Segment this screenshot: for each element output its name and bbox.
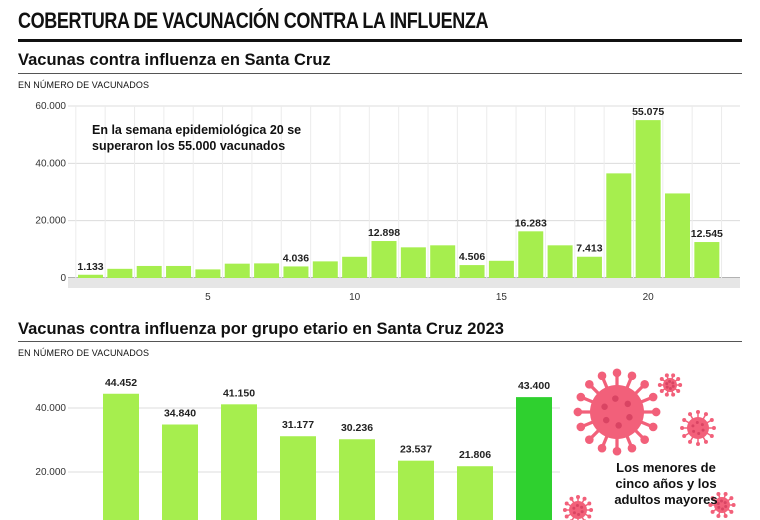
chart2-bar bbox=[516, 397, 552, 520]
chart1-data-label: 1.133 bbox=[77, 261, 103, 273]
chart1-data-label: 4.506 bbox=[459, 251, 485, 263]
chart1-data-label: 55.075 bbox=[632, 106, 664, 118]
chart1-bar bbox=[136, 265, 162, 278]
chart1-bar bbox=[547, 245, 573, 278]
title-rule bbox=[18, 39, 742, 42]
chart1-bar bbox=[254, 263, 280, 278]
chart1-annotation: En la semana epidemiológica 20 se supera… bbox=[92, 123, 302, 153]
virus-icon bbox=[680, 410, 716, 446]
chart1-data-label: 16.283 bbox=[515, 217, 547, 229]
chart1-bar bbox=[224, 263, 250, 278]
chart1-rule bbox=[18, 73, 742, 74]
virus-icon bbox=[657, 373, 683, 397]
chart1-bar bbox=[107, 268, 133, 278]
chart2-value-label: 21.806 bbox=[459, 449, 491, 461]
chart1-ytick-label: 20.000 bbox=[35, 216, 66, 227]
chart2-bar bbox=[457, 466, 493, 520]
chart2-rule bbox=[18, 341, 742, 342]
chart1-bar bbox=[166, 265, 192, 278]
chart2-bar bbox=[339, 439, 375, 520]
chart1-bar bbox=[371, 241, 397, 278]
chart2-bar bbox=[221, 404, 257, 520]
chart1-ytick-label: 60.000 bbox=[35, 101, 66, 112]
chart1-bar bbox=[283, 266, 309, 278]
chart2-bar bbox=[103, 393, 139, 520]
chart1-unit-label: EN NÚMERO DE VACUNADOS bbox=[18, 80, 150, 90]
chart1-axis-band bbox=[68, 278, 740, 288]
chart2-side-note: Los menores de cinco años y los adultos … bbox=[614, 460, 718, 507]
chart2-value-label: 34.840 bbox=[164, 408, 196, 420]
chart2-value-label: 41.150 bbox=[223, 387, 255, 399]
chart2-unit-label: EN NÚMERO DE VACUNADOS bbox=[18, 348, 150, 358]
chart1-ytick-label: 0 bbox=[60, 273, 66, 284]
chart1-data-label: 4.036 bbox=[283, 252, 309, 264]
main-title: COBERTURA DE VACUNACIÓN CONTRA LA INFLUE… bbox=[18, 8, 489, 33]
chart2-value-label: 30.236 bbox=[341, 422, 373, 434]
chart1-data-label: 12.545 bbox=[691, 228, 723, 240]
chart1-xtick-label: 5 bbox=[205, 292, 211, 303]
chart2-value-label: 43.400 bbox=[518, 380, 550, 392]
chart1-bar bbox=[195, 269, 221, 278]
chart2-ytick-label: 20.000 bbox=[35, 467, 66, 478]
chart1-bar bbox=[665, 193, 690, 278]
chart1-bar bbox=[606, 173, 632, 278]
chart1-bar bbox=[400, 247, 426, 278]
chart1-bar bbox=[312, 261, 338, 278]
chart1-xtick-label: 20 bbox=[643, 292, 655, 303]
chart2-value-label: 31.177 bbox=[282, 419, 314, 431]
chart1-bar bbox=[635, 120, 661, 278]
chart1-bar bbox=[78, 274, 103, 278]
chart1-bar bbox=[694, 242, 720, 278]
virus-icon bbox=[573, 368, 661, 456]
chart2-bar bbox=[280, 436, 316, 520]
chart2-ytick-label: 40.000 bbox=[35, 403, 66, 414]
virus-icon bbox=[708, 491, 736, 519]
chart2-title: Vacunas contra influenza por grupo etari… bbox=[18, 320, 504, 338]
chart1-bar bbox=[576, 256, 602, 278]
chart1-xtick-label: 10 bbox=[349, 292, 361, 303]
chart1-data-label: 12.898 bbox=[368, 227, 400, 239]
chart1-bar bbox=[342, 256, 368, 278]
chart1-data-label: 7.413 bbox=[576, 243, 602, 255]
chart1-xtick-label: 15 bbox=[496, 292, 508, 303]
chart1-bar bbox=[488, 260, 514, 278]
chart2-value-label: 44.452 bbox=[105, 377, 137, 389]
chart2-bar bbox=[398, 460, 434, 520]
chart2-value-label: 23.537 bbox=[400, 444, 432, 456]
chart1-title: Vacunas contra influenza en Santa Cruz bbox=[18, 51, 331, 69]
chart1-bar bbox=[459, 265, 485, 278]
chart1-ytick-label: 40.000 bbox=[35, 158, 66, 169]
chart1-bar bbox=[430, 245, 456, 278]
chart1-bar bbox=[518, 231, 544, 278]
virus-icon bbox=[562, 494, 594, 520]
chart2-bar bbox=[162, 424, 198, 520]
